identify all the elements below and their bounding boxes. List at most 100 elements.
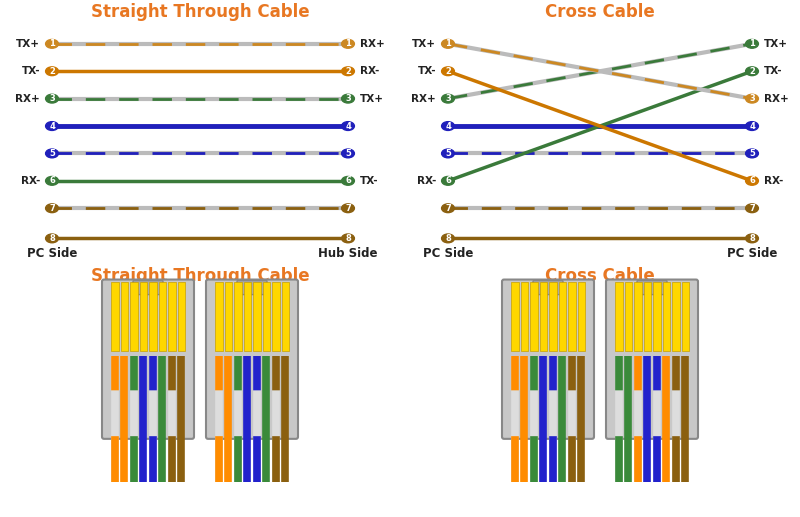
Bar bbox=[615, 282, 622, 352]
Circle shape bbox=[46, 234, 58, 243]
Bar bbox=[158, 282, 166, 352]
Text: 1: 1 bbox=[49, 39, 55, 49]
Circle shape bbox=[746, 39, 758, 48]
Bar bbox=[225, 282, 232, 352]
Bar bbox=[139, 282, 147, 352]
Text: 4: 4 bbox=[445, 121, 451, 131]
Text: 2: 2 bbox=[345, 67, 351, 76]
Circle shape bbox=[442, 176, 454, 185]
Text: 6: 6 bbox=[49, 176, 55, 186]
Text: 1: 1 bbox=[445, 39, 451, 49]
Circle shape bbox=[746, 234, 758, 243]
Bar bbox=[662, 282, 670, 352]
Circle shape bbox=[442, 234, 454, 243]
Text: 4: 4 bbox=[49, 121, 55, 131]
Bar bbox=[634, 282, 642, 352]
Bar bbox=[178, 282, 185, 352]
Bar bbox=[521, 282, 528, 352]
Bar bbox=[682, 282, 689, 352]
Circle shape bbox=[46, 176, 58, 185]
Circle shape bbox=[342, 121, 354, 130]
Text: 5: 5 bbox=[445, 149, 451, 158]
Text: 3: 3 bbox=[445, 94, 451, 103]
Circle shape bbox=[342, 67, 354, 75]
Text: Straight Through Cable: Straight Through Cable bbox=[90, 3, 310, 21]
Text: 8: 8 bbox=[49, 234, 55, 243]
Circle shape bbox=[442, 121, 454, 130]
Text: 8: 8 bbox=[749, 234, 755, 243]
Text: 4: 4 bbox=[345, 121, 351, 131]
Bar bbox=[234, 282, 242, 352]
Bar bbox=[243, 282, 251, 352]
Text: 7: 7 bbox=[345, 204, 351, 213]
Text: RX-: RX- bbox=[417, 176, 436, 186]
Text: 3: 3 bbox=[49, 94, 55, 103]
Text: RX+: RX+ bbox=[360, 39, 385, 49]
Text: 3: 3 bbox=[345, 94, 351, 103]
Bar bbox=[625, 282, 632, 352]
Text: 2: 2 bbox=[49, 67, 55, 76]
Text: 1: 1 bbox=[749, 39, 755, 49]
Bar bbox=[130, 282, 138, 352]
FancyBboxPatch shape bbox=[637, 281, 667, 295]
Text: RX-: RX- bbox=[360, 66, 379, 76]
Circle shape bbox=[342, 234, 354, 243]
Text: TX-: TX- bbox=[360, 176, 378, 186]
Bar bbox=[511, 282, 518, 352]
Text: Cross Cable: Cross Cable bbox=[545, 267, 655, 284]
Text: 8: 8 bbox=[445, 234, 451, 243]
Circle shape bbox=[342, 204, 354, 212]
Bar bbox=[262, 282, 270, 352]
FancyBboxPatch shape bbox=[606, 280, 698, 439]
Text: 2: 2 bbox=[445, 67, 451, 76]
Bar bbox=[568, 282, 575, 352]
Text: 6: 6 bbox=[345, 176, 351, 186]
Bar bbox=[282, 282, 289, 352]
Circle shape bbox=[46, 94, 58, 103]
Text: Cross Cable: Cross Cable bbox=[545, 3, 655, 21]
Text: 7: 7 bbox=[49, 204, 55, 213]
Text: 6: 6 bbox=[445, 176, 451, 186]
Bar bbox=[168, 282, 175, 352]
Circle shape bbox=[46, 149, 58, 158]
Text: 5: 5 bbox=[49, 149, 55, 158]
FancyBboxPatch shape bbox=[206, 280, 298, 439]
Text: TX+: TX+ bbox=[16, 39, 40, 49]
FancyBboxPatch shape bbox=[133, 281, 163, 295]
Circle shape bbox=[746, 94, 758, 103]
Bar bbox=[549, 282, 557, 352]
Circle shape bbox=[442, 39, 454, 48]
Circle shape bbox=[342, 39, 354, 48]
Bar bbox=[653, 282, 661, 352]
Bar bbox=[530, 282, 538, 352]
Text: 4: 4 bbox=[749, 121, 755, 131]
Circle shape bbox=[442, 67, 454, 75]
Text: 6: 6 bbox=[749, 176, 755, 186]
Bar bbox=[578, 282, 585, 352]
Circle shape bbox=[342, 94, 354, 103]
Circle shape bbox=[46, 39, 58, 48]
Bar bbox=[643, 282, 651, 352]
Circle shape bbox=[746, 176, 758, 185]
Bar bbox=[215, 282, 222, 352]
Text: 1: 1 bbox=[345, 39, 351, 49]
FancyBboxPatch shape bbox=[237, 281, 267, 295]
Bar bbox=[558, 282, 566, 352]
Text: TX-: TX- bbox=[764, 66, 782, 76]
Text: TX-: TX- bbox=[22, 66, 40, 76]
Circle shape bbox=[442, 149, 454, 158]
Circle shape bbox=[46, 121, 58, 130]
Text: PC Side: PC Side bbox=[727, 247, 777, 261]
FancyBboxPatch shape bbox=[102, 280, 194, 439]
Circle shape bbox=[746, 149, 758, 158]
FancyBboxPatch shape bbox=[533, 281, 563, 295]
Circle shape bbox=[342, 176, 354, 185]
Text: 5: 5 bbox=[749, 149, 755, 158]
FancyBboxPatch shape bbox=[502, 280, 594, 439]
Circle shape bbox=[442, 94, 454, 103]
Text: RX+: RX+ bbox=[15, 94, 40, 103]
Bar bbox=[111, 282, 118, 352]
Bar bbox=[149, 282, 157, 352]
Text: TX-: TX- bbox=[418, 66, 436, 76]
Text: RX-: RX- bbox=[764, 176, 783, 186]
